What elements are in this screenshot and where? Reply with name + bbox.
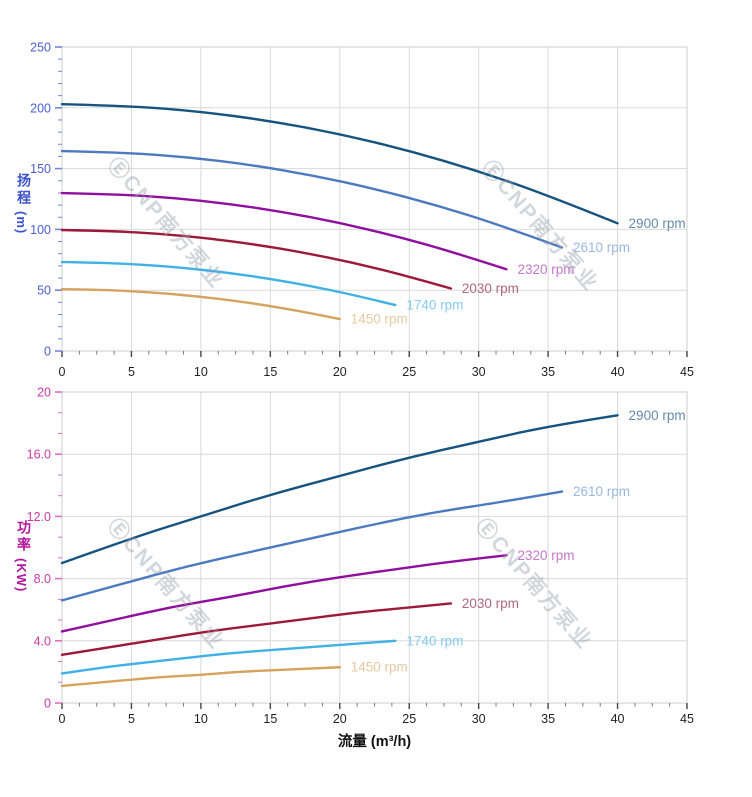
series-label-1450-rpm: 1450 rpm xyxy=(351,312,408,327)
y-tick-label: 20 xyxy=(37,386,51,400)
x-tick-label: 0 xyxy=(59,365,66,379)
x-tick-label: 20 xyxy=(333,365,347,379)
y-tick-label: 8.0 xyxy=(34,572,51,586)
x-tick-label: 10 xyxy=(194,712,208,726)
flow-axis-title: 流量 (m³/h) xyxy=(337,734,412,750)
x-tick-label: 45 xyxy=(680,365,694,379)
series-curve-1740-rpm xyxy=(60,639,397,675)
series-curve-2030-rpm xyxy=(60,228,453,290)
series-curve-2320-rpm xyxy=(60,554,508,633)
series-label-2610-rpm: 2610 rpm xyxy=(573,484,630,499)
x-tick-label: 15 xyxy=(263,365,277,379)
x-tick-label: 5 xyxy=(128,365,135,379)
x-tick-label: 5 xyxy=(128,712,135,726)
series-curve-2320-rpm xyxy=(60,191,508,271)
series-curve-2900-rpm xyxy=(60,102,619,225)
y-tick-label: 250 xyxy=(30,41,51,55)
series-curve-1740-rpm xyxy=(60,260,397,307)
series-label-1450-rpm: 1450 rpm xyxy=(351,660,408,675)
y-tick-label: 100 xyxy=(30,223,51,237)
series-label-2030-rpm: 2030 rpm xyxy=(462,281,519,296)
series-label-2030-rpm: 2030 rpm xyxy=(462,596,519,611)
series-curve-2900-rpm xyxy=(60,414,619,565)
y-tick-label: 0 xyxy=(44,697,51,711)
x-tick-label: 35 xyxy=(541,712,555,726)
series-curve-2610-rpm xyxy=(60,149,564,249)
series-label-2900-rpm: 2900 rpm xyxy=(629,408,686,423)
y-tick-label: 12.0 xyxy=(27,510,51,524)
series-label-1740-rpm: 1740 rpm xyxy=(406,298,463,313)
y-tick-label: 4.0 xyxy=(34,634,51,648)
x-tick-label: 35 xyxy=(541,365,555,379)
x-tick-label: 25 xyxy=(402,365,416,379)
x-tick-label: 30 xyxy=(472,712,486,726)
y-tick-label: 200 xyxy=(30,101,51,115)
x-tick-label: 45 xyxy=(680,712,694,726)
series-label-2610-rpm: 2610 rpm xyxy=(573,240,630,255)
series-curve-1450-rpm xyxy=(60,666,341,688)
head-axis-title: 扬程 xyxy=(16,173,32,207)
series-label-2320-rpm: 2320 rpm xyxy=(517,548,574,563)
x-tick-label: 10 xyxy=(194,365,208,379)
x-tick-label: 40 xyxy=(611,712,625,726)
plot-border xyxy=(61,46,688,352)
series-label-2320-rpm: 2320 rpm xyxy=(517,262,574,277)
y-tick-label: 16.0 xyxy=(27,448,51,462)
series-label-2900-rpm: 2900 rpm xyxy=(629,216,686,231)
power-axis-title: 功率 xyxy=(16,520,32,554)
head-axis-unit: (m) xyxy=(14,211,29,235)
power-axis-unit: (KW) xyxy=(14,558,29,593)
x-tick-label: 15 xyxy=(263,712,277,726)
x-tick-label: 0 xyxy=(59,712,66,726)
x-tick-label: 25 xyxy=(402,712,416,726)
series-curve-2610-rpm xyxy=(60,490,564,602)
x-tick-label: 20 xyxy=(333,712,347,726)
y-tick-label: 50 xyxy=(37,284,51,298)
y-tick-label: 0 xyxy=(44,345,51,359)
series-label-1740-rpm: 1740 rpm xyxy=(406,633,463,648)
x-tick-label: 40 xyxy=(611,365,625,379)
series-curve-2030-rpm xyxy=(60,602,453,656)
y-tick-label: 150 xyxy=(30,162,51,176)
x-tick-label: 30 xyxy=(472,365,486,379)
plot-border xyxy=(61,391,688,704)
series-curve-1450-rpm xyxy=(60,288,341,321)
